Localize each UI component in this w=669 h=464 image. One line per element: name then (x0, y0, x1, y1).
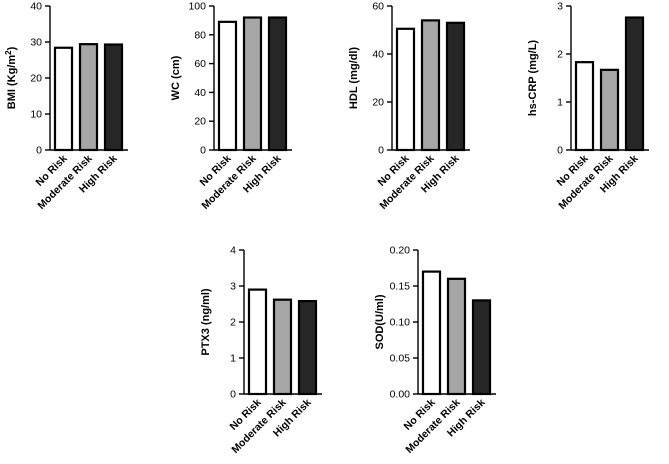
y-tick-label: 3 (230, 281, 236, 293)
y-tick-label: 0 (230, 389, 236, 401)
y-tick-label: 1 (230, 353, 236, 365)
y-tick-label: 20 (194, 116, 206, 128)
y-axis-title: BMI (Kg/m2) (4, 46, 18, 109)
y-tick-label: 2 (230, 317, 236, 329)
bar-hdl-1 (395, 27, 416, 152)
y-axis-title: WC (cm) (170, 55, 182, 100)
y-tick-label: 1 (557, 97, 563, 109)
y-tick-label: 20 (372, 97, 384, 109)
y-tick-label: 100 (188, 1, 206, 13)
bar-ptx3-3 (297, 300, 318, 396)
y-tick-label: 40 (372, 49, 384, 61)
bar-hs-crp-1 (574, 61, 595, 152)
y-tick-label: 0.15 (390, 281, 411, 293)
y-tick-label: 0 (36, 145, 42, 157)
bar-ptx3-1 (247, 288, 268, 396)
bar-ptx3-2 (272, 298, 293, 396)
y-tick-label: 20 (30, 73, 42, 85)
y-tick-label: 0.10 (390, 317, 411, 329)
y-tick-label: 2 (557, 49, 563, 61)
y-axis-title: hs-CRP (mg/L) (527, 40, 539, 117)
bar-hdl-2 (420, 19, 441, 152)
y-tick-label: 0.00 (390, 389, 411, 401)
y-tick-label: 4 (230, 245, 236, 257)
bar-sod-1 (421, 270, 442, 396)
bar-hdl-3 (445, 21, 466, 152)
y-tick-label: 40 (194, 87, 206, 99)
bar-bmi-3 (103, 43, 124, 152)
y-axis-title: PTX3 (ng/ml) (200, 288, 212, 356)
y-tick-label: 3 (557, 1, 563, 13)
y-tick-label: 40 (30, 1, 42, 13)
bar-wc-2 (242, 16, 263, 152)
y-axis-title: HDL (mg/dl) (348, 47, 360, 109)
y-axis-title: SOD(U/ml) (374, 294, 386, 349)
y-tick-label: 0 (378, 145, 384, 157)
y-tick-label: 30 (30, 37, 42, 49)
y-tick-label: 0 (557, 145, 563, 157)
y-tick-label: 0.20 (390, 245, 411, 257)
y-tick-label: 80 (194, 29, 206, 41)
y-tick-label: 10 (30, 109, 42, 121)
bar-bmi-1 (53, 46, 74, 152)
bar-bmi-2 (78, 43, 99, 152)
bar-sod-3 (471, 299, 492, 396)
bar-wc-1 (217, 20, 238, 152)
y-tick-label: 0.05 (390, 353, 411, 365)
y-tick-label: 60 (372, 1, 384, 13)
bar-hs-crp-3 (624, 16, 645, 152)
y-tick-label: 60 (194, 58, 206, 70)
bar-wc-3 (267, 16, 288, 152)
bar-sod-2 (446, 277, 467, 396)
bar-hs-crp-2 (599, 68, 620, 152)
y-tick-label: 0 (200, 145, 206, 157)
